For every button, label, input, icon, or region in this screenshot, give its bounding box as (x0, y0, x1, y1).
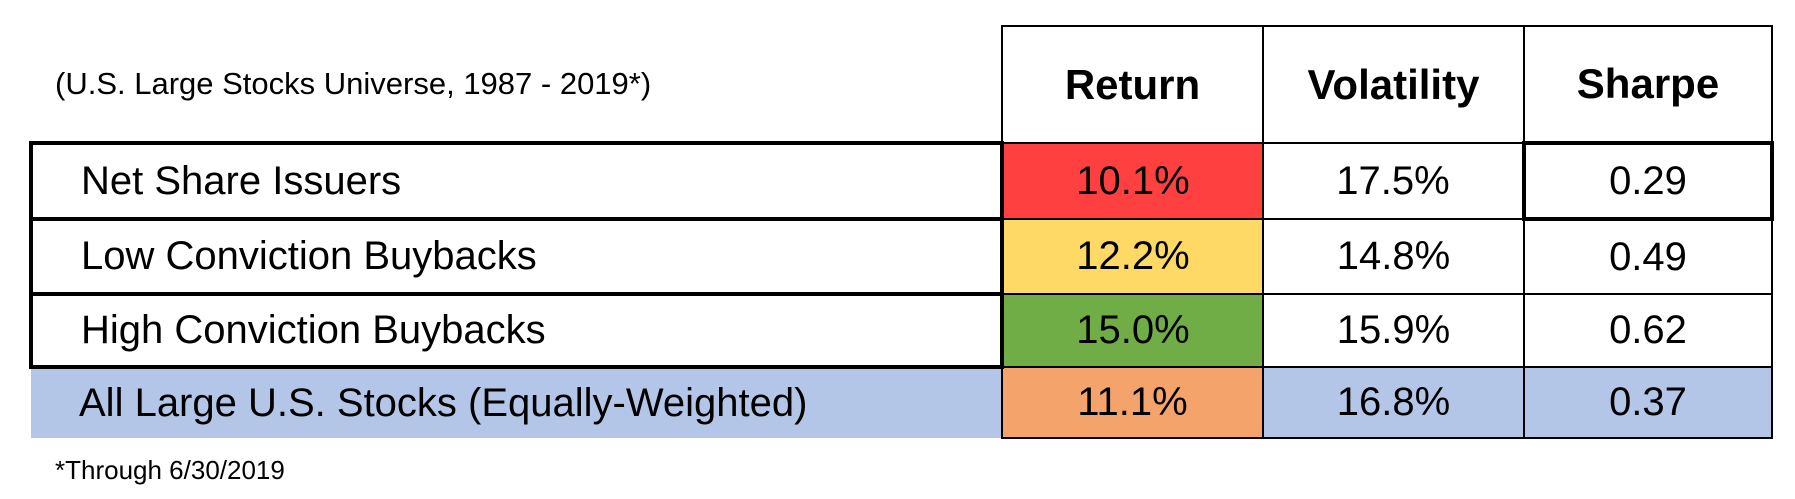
footnote: *Through 6/30/2019 (55, 455, 285, 485)
column-header: Return (1001, 25, 1264, 144)
table-row: Net Share Issuers 10.1% 17.5% 0.29 (29, 141, 1774, 221)
header-row: (U.S. Large Stocks Universe, 1987 - 2019… (31, 25, 1773, 144)
return-cell: 10.1% (1001, 142, 1264, 220)
column-header: Volatility (1262, 25, 1525, 144)
row-label: High Conviction Buybacks (29, 292, 1004, 369)
volatility-cell: 17.5% (1262, 142, 1525, 220)
column-header: Sharpe (1523, 25, 1773, 144)
sharpe-cell: 0.29 (1522, 141, 1774, 221)
volatility-cell: 14.8% (1262, 218, 1525, 295)
return-cell: 12.2% (1001, 218, 1264, 295)
volatility-cell: 15.9% (1262, 293, 1525, 368)
row-label: Low Conviction Buybacks (29, 217, 1004, 296)
volatility-cell: 16.8% (1262, 366, 1525, 439)
row-label: All Large U.S. Stocks (Equally-Weighted) (31, 367, 1002, 438)
return-cell: 11.1% (1001, 366, 1264, 439)
table-row: All Large U.S. Stocks (Equally-Weighted)… (31, 366, 1773, 439)
results-table: (U.S. Large Stocks Universe, 1987 - 2019… (29, 25, 1774, 439)
table-row: High Conviction Buybacks 15.0% 15.9% 0.6… (29, 292, 1773, 369)
sharpe-cell: 0.37 (1523, 366, 1773, 439)
return-cell: 15.0% (1001, 293, 1264, 368)
table-caption: (U.S. Large Stocks Universe, 1987 - 2019… (55, 65, 652, 101)
row-label: Net Share Issuers (29, 141, 1004, 221)
sharpe-cell: 0.49 (1523, 218, 1773, 295)
table-row: Low Conviction Buybacks 12.2% 14.8% 0.49 (29, 217, 1773, 296)
sharpe-cell: 0.62 (1523, 293, 1773, 368)
